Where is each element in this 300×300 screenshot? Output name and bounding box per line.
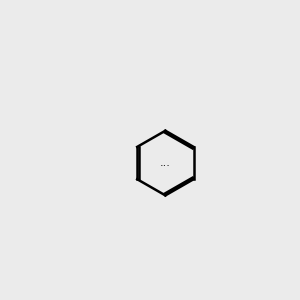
Text: ...: ... [160, 158, 171, 168]
